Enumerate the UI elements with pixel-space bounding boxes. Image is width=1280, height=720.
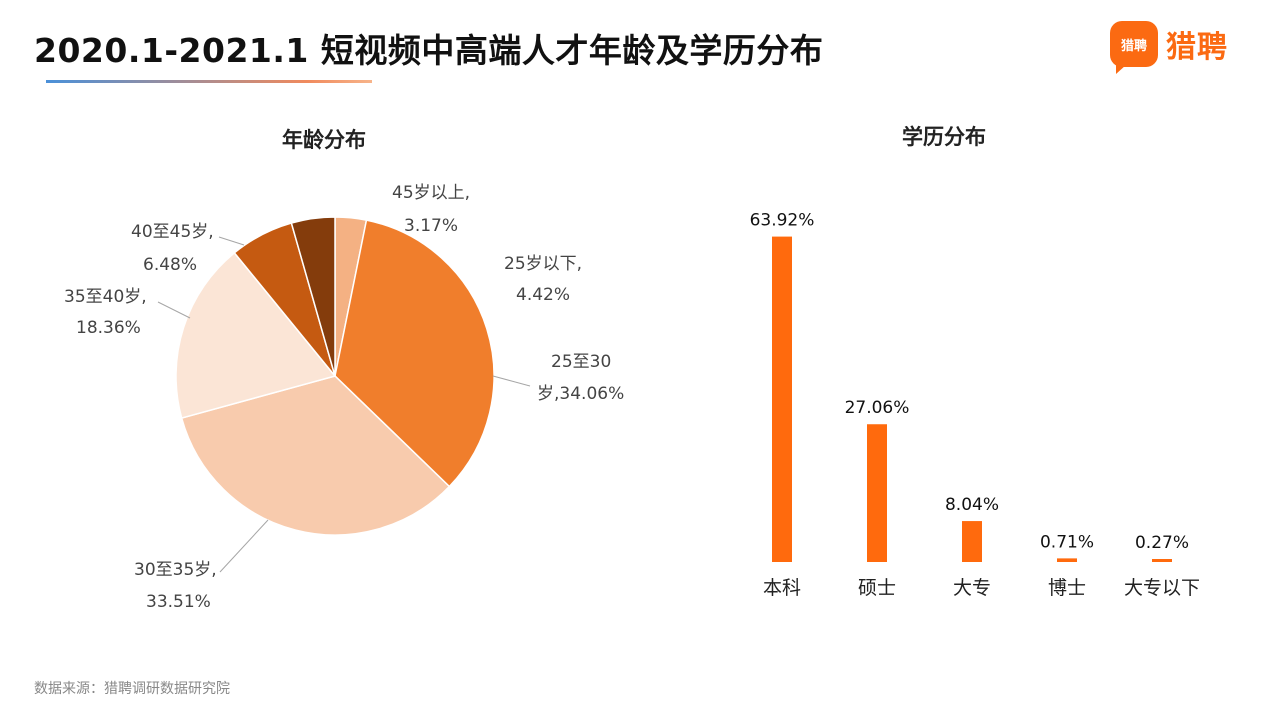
data-source-note: 数据来源：猎聘调研数据研究院 <box>34 681 230 697</box>
bar-category-label-0: 本科 <box>763 577 801 599</box>
pie-label-0: 45岁以上, <box>392 183 470 203</box>
pie-value-label-3: 18.36% <box>76 318 141 338</box>
logo-text: 猎聘 <box>1166 30 1228 65</box>
pie-label-3: 35至40岁, <box>64 287 147 307</box>
pie-value-label-2: 33.51% <box>146 592 211 612</box>
age-pie-chart: 45岁以上, 3.17% 25至30 岁,34.06% 30至35岁, 33.51% 35至… <box>64 183 624 612</box>
pie-slice-1 <box>334 219 495 488</box>
bar-category-label-4: 大专以下 <box>1124 577 1200 599</box>
brand-logo: 猎聘 猎聘 <box>1110 18 1228 74</box>
pie-slice-2 <box>180 375 451 536</box>
bar-2 <box>962 521 982 562</box>
bar-category-label-3: 博士 <box>1048 577 1086 599</box>
pie-label-2: 30至35岁, <box>134 560 217 580</box>
page-title: 2020.1-2021.1 短视频中高端人才年龄及学历分布 <box>34 31 824 70</box>
logo-chat-bubble-icon: 猎聘 <box>1110 21 1158 74</box>
bar-category-label-1: 硕士 <box>858 577 896 599</box>
bar-0 <box>772 236 792 562</box>
bar-value-label-1: 27.06% <box>845 398 910 418</box>
pie-leader-line-1 <box>492 375 531 387</box>
bar-1 <box>867 424 887 562</box>
bar-value-label-4: 0.27% <box>1135 533 1189 553</box>
pie-leader-line-3 <box>157 301 191 319</box>
pie-value-label-4: 6.48% <box>143 255 197 275</box>
bar-4 <box>1152 559 1172 562</box>
bar-value-label-3: 0.71% <box>1040 532 1094 552</box>
bar-3 <box>1057 558 1077 562</box>
bar-value-label-0: 63.92% <box>750 211 815 231</box>
pie-value-label-5: 4.42% <box>516 285 570 305</box>
education-bar-chart: 63.92% 本科 27.06% 硕士 8.04% 大专 0.71% 博士 0.27% 大专以下 <box>750 211 1200 599</box>
bar-chart-title: 学历分布 <box>902 125 986 149</box>
pie-label-1: 25至30 <box>551 352 611 372</box>
pie-slice-5 <box>290 216 336 377</box>
pie-label-4: 40至45岁, <box>131 222 214 242</box>
pie-label-5: 25岁以下, <box>504 254 582 274</box>
pie-leader-line-4 <box>218 236 245 246</box>
bar-value-label-2: 8.04% <box>945 495 999 515</box>
bar-category-label-2: 大专 <box>953 577 991 599</box>
logo-badge-text: 猎聘 <box>1120 38 1147 54</box>
pie-leader-line-2 <box>219 519 269 573</box>
pie-slice-3 <box>175 251 337 419</box>
pie-value-label-1: 岁,34.06% <box>537 384 624 404</box>
pie-value-label-0: 3.17% <box>404 216 458 236</box>
pie-chart-title: 年龄分布 <box>282 128 366 152</box>
title-underline <box>46 80 372 83</box>
